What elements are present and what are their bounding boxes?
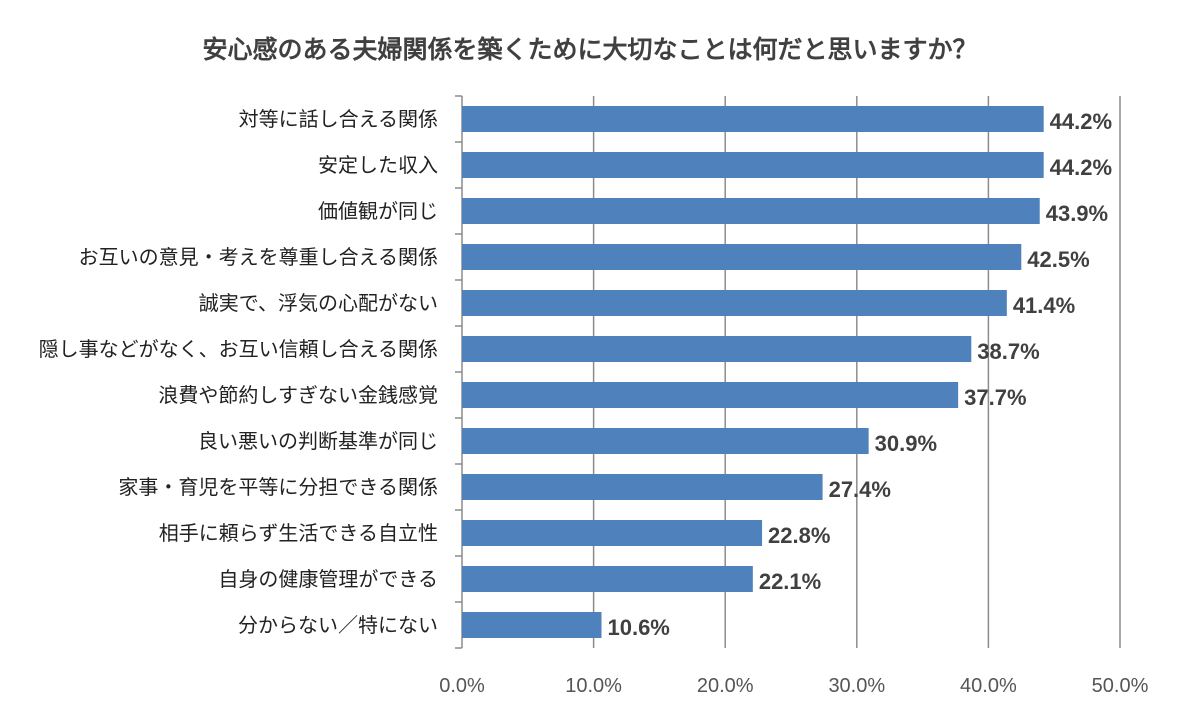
bar [462,382,959,408]
bar [462,290,1007,316]
data-label: 42.5% [1027,247,1089,272]
x-tick-label: 10.0% [565,675,622,697]
data-label: 22.8% [768,523,830,548]
category-label: 安定した収入 [318,154,438,177]
data-label: 30.9% [875,431,937,456]
x-tick-label: 30.0% [828,675,885,697]
data-label: 27.4% [829,477,891,502]
x-tick-label: 50.0% [1092,675,1149,697]
chart-title: 安心感のある夫婦関係を築くために大切なことは何だと思いますか？ [202,35,977,64]
data-label: 41.4% [1013,293,1075,318]
bar [462,428,869,454]
bar [462,520,763,546]
data-label: 43.9% [1046,201,1108,226]
category-label: 対等に話し合える関係 [239,108,438,131]
category-label: 浪費や節約しすぎない金銭感覚 [158,384,438,407]
bar [462,244,1022,270]
category-label: 良い悪いの判断基準が同じ [198,430,438,453]
data-label: 44.2% [1050,155,1112,180]
category-label: 家事・育児を平等に分担できる関係 [118,476,438,499]
bar [462,566,753,592]
bar [462,612,602,638]
category-label: 分からない／特にない [238,614,438,637]
data-label: 44.2% [1050,109,1112,134]
category-label: 価値観が同じ [318,200,438,223]
x-tick-label: 20.0% [697,675,754,697]
bar [462,198,1040,224]
category-label: お互いの意見・考えを尊重し合える関係 [79,246,438,269]
x-tick-label: 0.0% [439,675,485,697]
bar [462,336,972,362]
category-label: 相手に頼らず生活できる自立性 [159,522,438,545]
data-label: 38.7% [977,339,1039,364]
bar [462,152,1044,178]
x-tick-label: 40.0% [960,675,1017,697]
bar [462,474,823,500]
category-label: 隠し事などがなく、お互い信頼し合える関係 [39,338,438,361]
data-label: 10.6% [607,615,669,640]
data-label: 22.1% [759,569,821,594]
category-label: 自身の健康管理ができる [218,568,438,591]
category-label: 誠実で、浮気の心配がない [199,292,438,315]
data-label: 37.7% [964,385,1026,410]
bar [462,106,1044,132]
